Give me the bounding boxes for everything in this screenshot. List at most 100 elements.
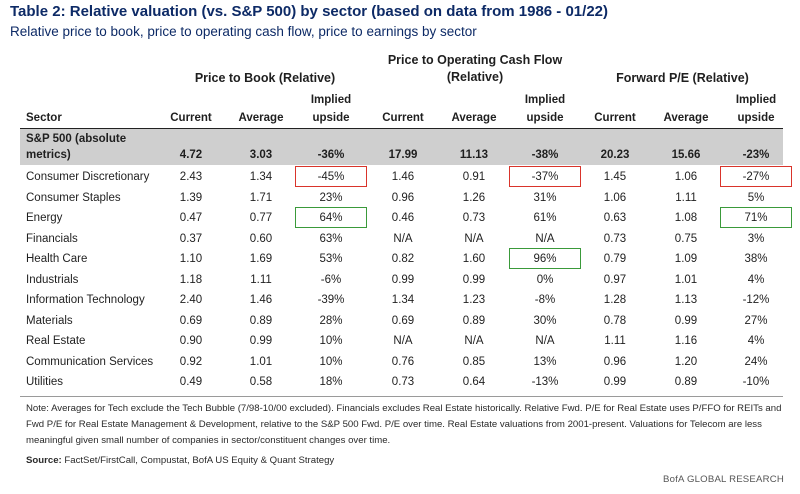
column-header-pe-average: Average bbox=[663, 112, 709, 124]
cell-pe-current: 0.96 bbox=[603, 355, 627, 368]
sector-name: Information Technology bbox=[26, 294, 145, 306]
column-header-pb-average: Average bbox=[238, 112, 284, 124]
cell-pe-average: 1.01 bbox=[674, 273, 698, 286]
cell-pocf-average: 0.64 bbox=[462, 376, 486, 388]
cell-pb-average: 0.58 bbox=[249, 376, 273, 388]
cell-pe-average: 1.16 bbox=[674, 335, 698, 347]
cell-pe-implied: -10% bbox=[742, 376, 770, 388]
cell-pocf-current: N/A bbox=[393, 232, 413, 245]
cell-pocf-implied: N/A bbox=[535, 335, 555, 347]
cell-pocf-implied: 30% bbox=[533, 314, 557, 327]
cell-pocf-average: 1.60 bbox=[462, 253, 486, 265]
cell-pb-average: 0.77 bbox=[249, 212, 273, 224]
cell-pocf-implied: 0% bbox=[536, 273, 554, 286]
cell-pb-average: 1.71 bbox=[249, 191, 273, 204]
column-header-pocf-implied-upside: Implied upside bbox=[512, 91, 578, 127]
cell-pe-average: 1.13 bbox=[674, 294, 698, 306]
cell-pe-average: 0.99 bbox=[674, 314, 698, 327]
cell-pb-average: 1.11 bbox=[250, 273, 272, 286]
cell-pb-current: 2.40 bbox=[179, 294, 203, 306]
cell-pocf-current: 0.76 bbox=[391, 355, 415, 368]
cell-pocf-average: N/A bbox=[464, 335, 484, 347]
sp500-value-pocf-average: 11.13 bbox=[459, 149, 489, 161]
cell-pb-implied: 10% bbox=[319, 335, 343, 347]
cell-pb-average: 1.46 bbox=[249, 294, 273, 306]
sp500-value-pb-average: 3.03 bbox=[249, 149, 273, 161]
cell-pb-average: 1.34 bbox=[249, 171, 273, 183]
cell-pe-average: 1.08 bbox=[674, 212, 698, 224]
column-header-sector: Sector bbox=[26, 112, 62, 124]
group-header-price-to-ocf-line2: (Relative) bbox=[446, 70, 504, 84]
column-header-implied-line2: upside bbox=[312, 112, 350, 124]
cell-pocf-current: 0.73 bbox=[391, 376, 415, 388]
cell-pb-implied: 64% bbox=[319, 212, 343, 224]
column-header-pe-implied-upside: Implied upside bbox=[723, 91, 789, 127]
cell-pocf-average: 0.99 bbox=[462, 273, 486, 286]
cell-pe-implied: 5% bbox=[747, 191, 765, 204]
column-header-implied-line2: upside bbox=[737, 112, 775, 124]
cell-pocf-implied: -37% bbox=[531, 171, 559, 183]
cell-pe-average: 1.20 bbox=[674, 355, 698, 368]
cell-pe-current: 1.06 bbox=[603, 191, 627, 204]
cell-pb-average: 1.69 bbox=[249, 253, 273, 265]
cell-pb-average: 1.01 bbox=[249, 355, 273, 368]
cell-pe-current: 0.99 bbox=[603, 376, 627, 388]
cell-pe-average: 1.11 bbox=[675, 191, 697, 204]
cell-pb-average: 0.99 bbox=[249, 335, 273, 347]
cell-pb-current: 1.18 bbox=[179, 273, 203, 286]
cell-pocf-current: 0.69 bbox=[391, 314, 415, 327]
cell-pb-implied: 10% bbox=[319, 355, 343, 368]
column-header-implied-line1: Implied bbox=[735, 94, 777, 106]
sector-name: Materials bbox=[26, 314, 73, 327]
source-text: FactSet/FirstCall, Compustat, BofA US Eq… bbox=[61, 455, 335, 466]
cell-pb-implied: -45% bbox=[317, 171, 345, 183]
cell-pe-implied: 4% bbox=[747, 273, 765, 286]
sp500-value-pb-current: 4.72 bbox=[179, 149, 203, 161]
cell-pe-current: 0.78 bbox=[603, 314, 627, 327]
cell-pocf-implied: N/A bbox=[535, 232, 555, 245]
cell-pb-implied: 18% bbox=[319, 376, 343, 388]
cell-pocf-average: 0.89 bbox=[462, 314, 486, 327]
cell-pocf-average: N/A bbox=[464, 232, 484, 245]
sp500-value-pocf-current: 17.99 bbox=[388, 149, 418, 161]
sp500-value-pb-implied: -36% bbox=[317, 149, 345, 161]
cell-pe-implied: 3% bbox=[747, 232, 765, 245]
cell-pe-current: 0.97 bbox=[603, 273, 627, 286]
sector-name: Health Care bbox=[26, 253, 88, 265]
cell-pb-implied: 63% bbox=[319, 232, 343, 245]
sp500-value-pe-average: 15.66 bbox=[671, 149, 701, 161]
cell-pe-implied: 24% bbox=[744, 355, 768, 368]
cell-pb-current: 0.90 bbox=[179, 335, 203, 347]
cell-pocf-implied: 31% bbox=[533, 191, 557, 204]
column-header-pe-current: Current bbox=[594, 112, 636, 124]
cell-pocf-implied: -13% bbox=[531, 376, 559, 388]
cell-pb-current: 1.10 bbox=[179, 253, 203, 265]
column-header-pb-implied-upside: Implied upside bbox=[298, 91, 364, 127]
cell-pocf-implied: 96% bbox=[533, 253, 557, 265]
cell-pe-current: 1.11 bbox=[604, 335, 626, 347]
cell-pe-implied: -12% bbox=[742, 294, 770, 306]
cell-pocf-implied: -8% bbox=[534, 294, 556, 306]
cell-pb-average: 0.60 bbox=[249, 232, 273, 245]
sp500-row-band bbox=[20, 129, 783, 165]
cell-pocf-current: 0.82 bbox=[391, 253, 415, 265]
cell-pocf-current: 1.34 bbox=[391, 294, 415, 306]
cell-pocf-average: 1.23 bbox=[462, 294, 486, 306]
header-rule bbox=[20, 128, 783, 130]
group-header-price-to-ocf-line1: Price to Operating Cash Flow bbox=[387, 53, 563, 67]
cell-pe-current: 1.28 bbox=[603, 294, 627, 306]
cell-pe-current: 0.63 bbox=[603, 212, 627, 224]
cell-pb-implied: 28% bbox=[319, 314, 343, 327]
sp500-value-pe-current: 20.23 bbox=[600, 149, 630, 161]
cell-pe-implied: 38% bbox=[744, 253, 768, 265]
sector-name: Energy bbox=[26, 212, 63, 224]
column-header-implied-line1: Implied bbox=[310, 94, 352, 106]
sector-name: Industrials bbox=[26, 273, 79, 286]
table-subtitle: Relative price to book, price to operati… bbox=[10, 24, 477, 39]
column-header-pocf-average: Average bbox=[451, 112, 497, 124]
sector-name: Consumer Discretionary bbox=[26, 171, 150, 183]
cell-pocf-current: 0.99 bbox=[391, 273, 415, 286]
cell-pocf-current: N/A bbox=[393, 335, 413, 347]
group-header-forward-pe: Forward P/E (Relative) bbox=[616, 71, 749, 85]
brand-footer: BofA GLOBAL RESEARCH bbox=[663, 474, 784, 485]
